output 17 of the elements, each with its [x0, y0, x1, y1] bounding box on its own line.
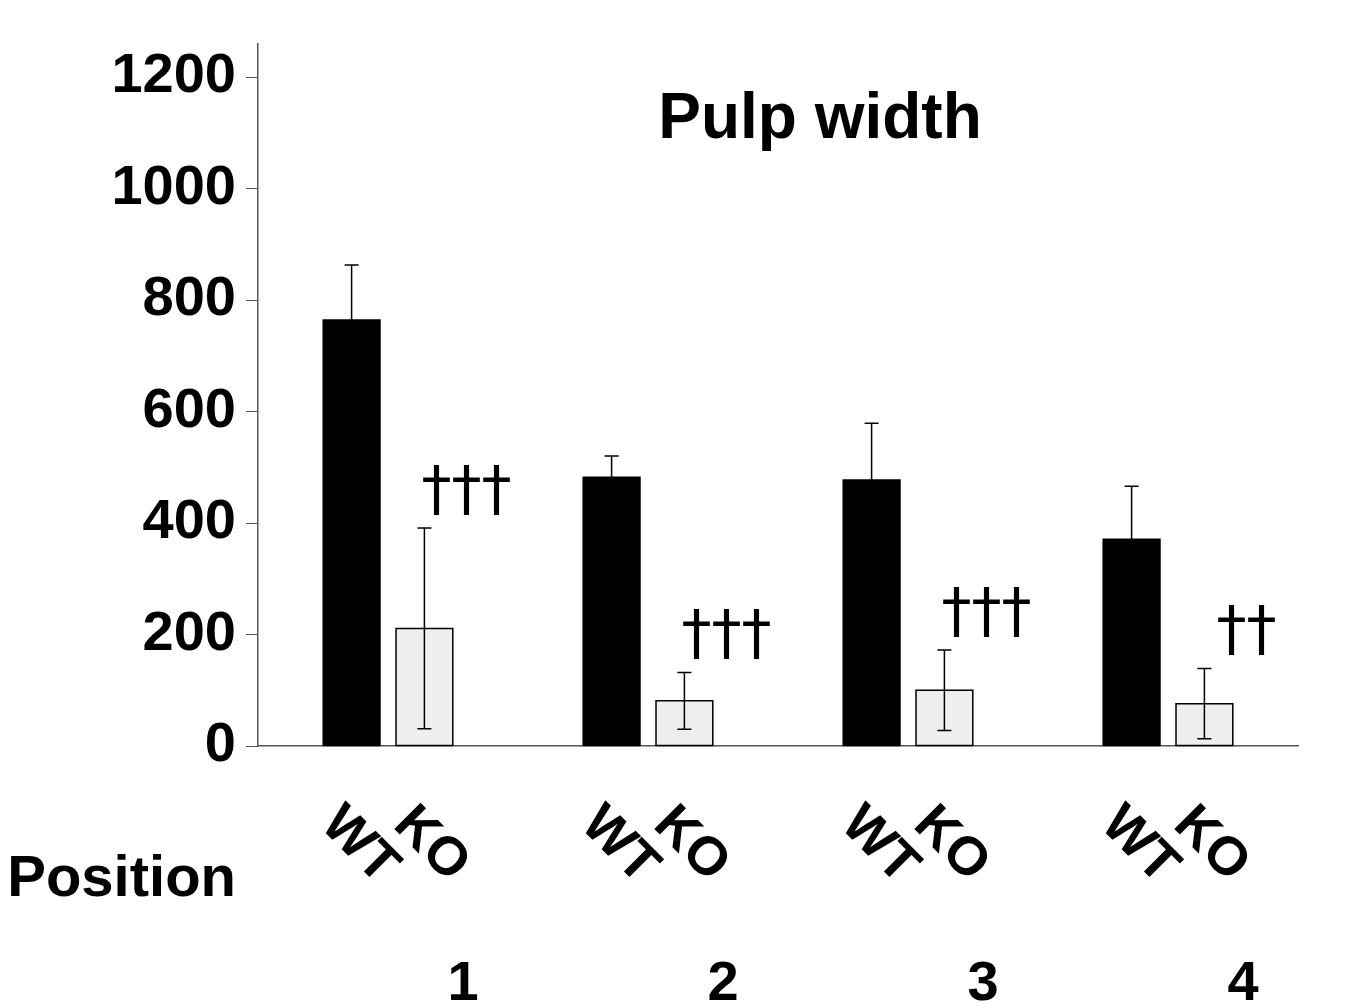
y-tick-label: 600: [142, 375, 236, 439]
x-axis-title: Position: [7, 843, 236, 908]
x-tick-label: 1: [447, 949, 479, 1007]
y-tick-label: 1200: [111, 41, 236, 105]
annotation: †††: [681, 597, 772, 668]
x-tick-label: 2: [707, 949, 739, 1007]
y-tick-label: 800: [142, 264, 236, 328]
x-tick-label: 3: [967, 949, 999, 1007]
annotation: †††: [941, 574, 1032, 645]
annotation: ††: [1216, 593, 1277, 664]
annotation: †††: [421, 452, 512, 523]
y-tick-label: 400: [142, 487, 236, 551]
text: Pulp width: [658, 79, 982, 152]
y-tick-label: 0: [204, 710, 236, 774]
y-tick-label: 200: [142, 598, 236, 662]
x-tick-label: 4: [1227, 949, 1259, 1007]
y-tick-label: 1000: [111, 152, 236, 216]
